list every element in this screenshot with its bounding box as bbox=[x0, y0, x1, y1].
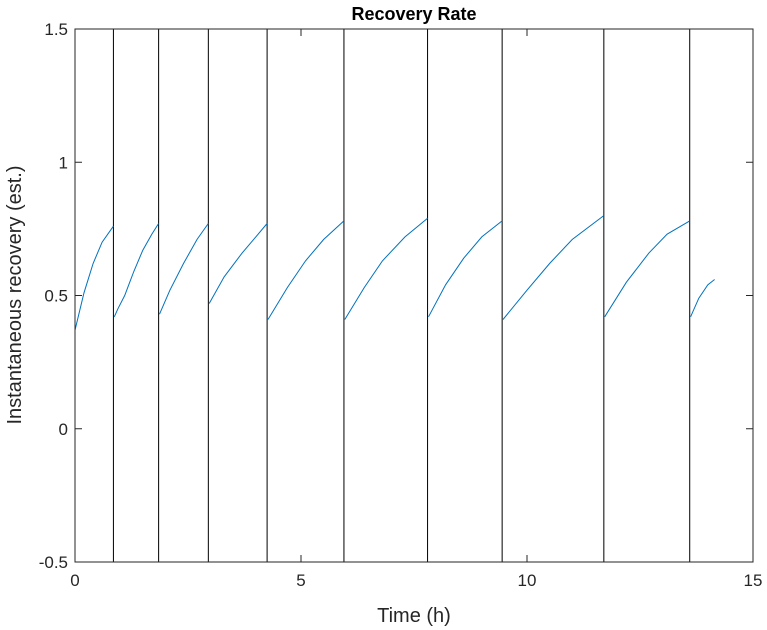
x-tick-label: 10 bbox=[518, 571, 537, 590]
y-tick-label: 0 bbox=[59, 420, 68, 439]
series-segment-1 bbox=[74, 225, 114, 331]
series-segment-3 bbox=[159, 223, 209, 315]
series-segment-7 bbox=[428, 220, 503, 318]
y-axis-label: Instantaneous recovery (est.) bbox=[4, 165, 26, 424]
data-series bbox=[74, 215, 715, 331]
x-tick-label: 0 bbox=[70, 571, 79, 590]
series-segment-4 bbox=[208, 223, 268, 304]
series-segment-2 bbox=[113, 223, 160, 318]
x-axis-label: Time (h) bbox=[377, 605, 451, 627]
y-tick-label: 0.5 bbox=[44, 287, 68, 306]
series-segment-9 bbox=[604, 220, 690, 318]
series-segment-8 bbox=[502, 215, 605, 320]
event-markers bbox=[112, 29, 691, 562]
y-axis: -0.5 0 0.5 1 1.5 bbox=[39, 20, 753, 572]
x-axis: 0 5 10 15 bbox=[70, 29, 762, 590]
y-tick-label: 1 bbox=[59, 153, 68, 172]
y-tick-label: 1.5 bbox=[44, 20, 68, 39]
series-segment-6 bbox=[344, 217, 428, 320]
plot-area-border bbox=[74, 28, 754, 563]
x-tick-label: 15 bbox=[744, 571, 763, 590]
x-tick-label: 5 bbox=[296, 571, 305, 590]
chart-title: Recovery Rate bbox=[351, 4, 476, 24]
series-segment-5 bbox=[267, 220, 345, 320]
series-segment-10 bbox=[690, 279, 715, 318]
y-tick-label: -0.5 bbox=[39, 553, 68, 572]
